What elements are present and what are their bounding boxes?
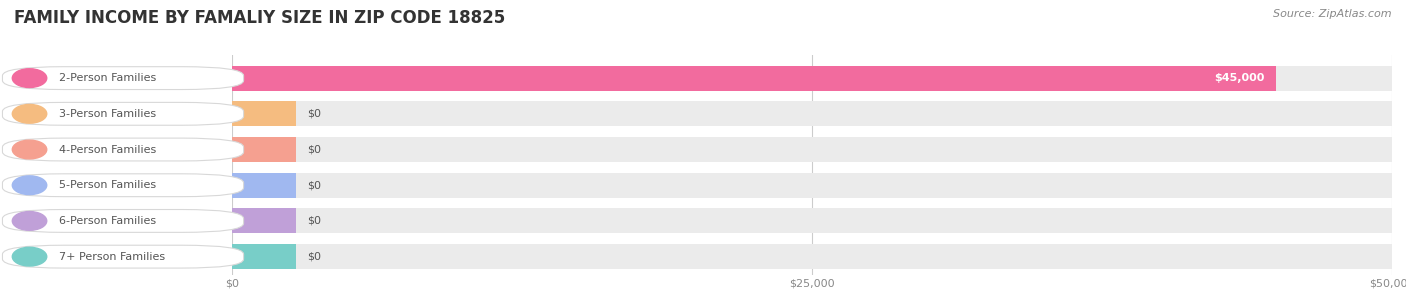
Text: FAMILY INCOME BY FAMALIY SIZE IN ZIP CODE 18825: FAMILY INCOME BY FAMALIY SIZE IN ZIP COD… (14, 9, 505, 27)
FancyBboxPatch shape (3, 174, 243, 197)
Ellipse shape (13, 140, 46, 159)
Text: 6-Person Families: 6-Person Families (59, 216, 156, 226)
Text: $0: $0 (308, 252, 322, 262)
FancyBboxPatch shape (232, 101, 295, 126)
Text: 5-Person Families: 5-Person Families (59, 180, 156, 190)
FancyBboxPatch shape (232, 137, 295, 162)
Text: $0: $0 (308, 216, 322, 226)
Ellipse shape (13, 104, 46, 123)
Text: $0: $0 (308, 109, 322, 119)
Text: 2-Person Families: 2-Person Families (59, 73, 156, 83)
FancyBboxPatch shape (232, 173, 295, 198)
FancyBboxPatch shape (3, 210, 243, 232)
Text: Source: ZipAtlas.com: Source: ZipAtlas.com (1274, 9, 1392, 19)
Ellipse shape (13, 69, 46, 88)
FancyBboxPatch shape (232, 101, 1392, 126)
Text: 3-Person Families: 3-Person Families (59, 109, 156, 119)
Text: $0: $0 (308, 145, 322, 155)
FancyBboxPatch shape (232, 244, 1392, 269)
Text: 4-Person Families: 4-Person Families (59, 145, 156, 155)
FancyBboxPatch shape (3, 102, 243, 125)
FancyBboxPatch shape (232, 66, 1277, 91)
FancyBboxPatch shape (232, 66, 1392, 91)
FancyBboxPatch shape (232, 208, 1392, 233)
FancyBboxPatch shape (3, 245, 243, 268)
FancyBboxPatch shape (232, 208, 295, 233)
Ellipse shape (13, 212, 46, 230)
Ellipse shape (13, 176, 46, 195)
FancyBboxPatch shape (232, 173, 1392, 198)
Ellipse shape (13, 247, 46, 266)
FancyBboxPatch shape (232, 244, 295, 269)
Text: $45,000: $45,000 (1213, 73, 1264, 83)
FancyBboxPatch shape (3, 138, 243, 161)
Text: 7+ Person Families: 7+ Person Families (59, 252, 165, 262)
FancyBboxPatch shape (232, 137, 1392, 162)
FancyBboxPatch shape (3, 67, 243, 90)
Text: $0: $0 (308, 180, 322, 190)
